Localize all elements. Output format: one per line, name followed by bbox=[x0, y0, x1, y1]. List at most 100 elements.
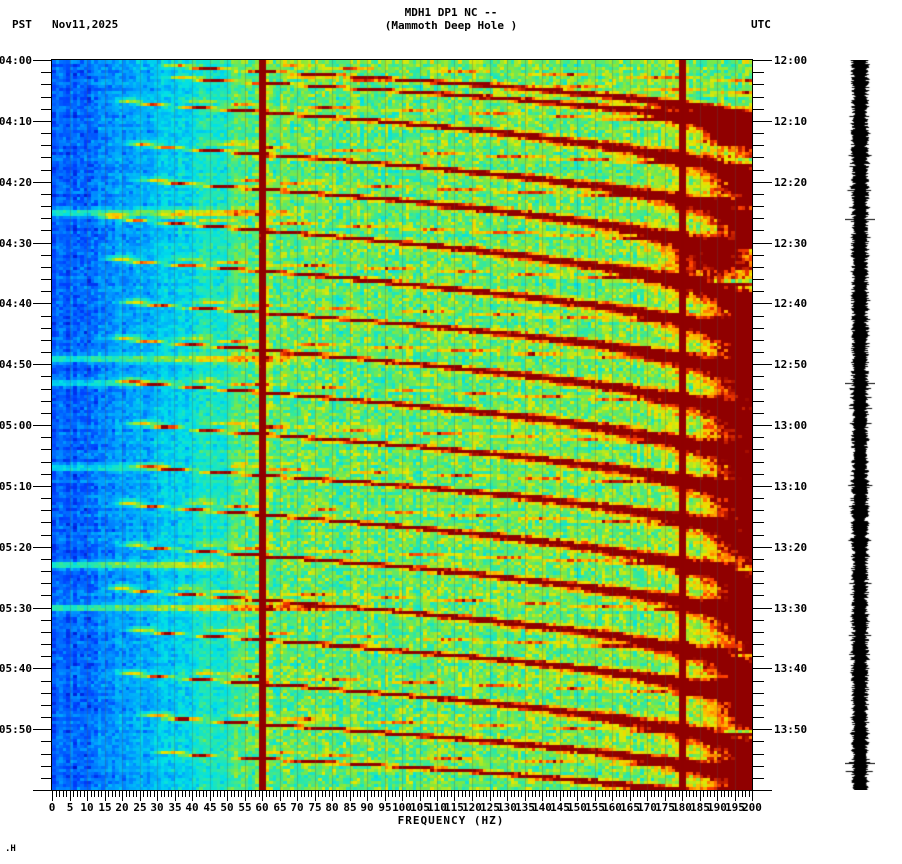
time-label-utc: 13:00 bbox=[774, 419, 808, 432]
time-tick-minor-right bbox=[753, 218, 764, 219]
time-label-utc: 12:10 bbox=[774, 115, 808, 128]
freq-tick-minor bbox=[686, 791, 687, 797]
freq-tick-minor bbox=[574, 791, 575, 797]
time-label-utc: 12:40 bbox=[774, 297, 808, 310]
time-tick-major-left bbox=[33, 729, 52, 730]
time-tick-minor-right bbox=[753, 595, 764, 596]
freq-label: 135 bbox=[515, 801, 535, 814]
freq-tick-minor bbox=[59, 791, 60, 797]
freq-tick-major bbox=[315, 791, 316, 801]
time-tick-minor-left bbox=[41, 170, 52, 171]
freq-tick-minor bbox=[430, 791, 431, 797]
freq-tick-minor bbox=[203, 791, 204, 797]
freq-tick-major bbox=[87, 791, 88, 801]
freq-tick-minor bbox=[129, 791, 130, 797]
freq-tick-minor bbox=[539, 791, 540, 797]
freq-tick-minor bbox=[644, 791, 645, 797]
time-tick-minor-left bbox=[41, 267, 52, 268]
time-tick-minor-left bbox=[41, 376, 52, 377]
freq-tick-major bbox=[297, 791, 298, 801]
time-tick-minor-right bbox=[753, 644, 764, 645]
time-tick-major-left bbox=[33, 364, 52, 365]
time-label-pst: 05:40 bbox=[0, 662, 32, 675]
freq-tick-minor bbox=[721, 791, 722, 797]
freq-tick-minor bbox=[553, 791, 554, 797]
freq-tick-minor bbox=[658, 791, 659, 797]
time-label-pst: 05:10 bbox=[0, 480, 32, 493]
time-tick-major-right bbox=[753, 729, 772, 730]
spectrogram-plot[interactable] bbox=[52, 60, 752, 790]
freq-tick-minor bbox=[416, 791, 417, 797]
freq-tick-major bbox=[245, 791, 246, 801]
time-tick-minor-right bbox=[753, 401, 764, 402]
freq-tick-minor bbox=[423, 791, 424, 797]
time-tick-minor-left bbox=[41, 681, 52, 682]
freq-tick-minor bbox=[679, 791, 680, 797]
freq-label: 50 bbox=[220, 801, 234, 814]
time-tick-minor-right bbox=[753, 291, 764, 292]
freq-tick-minor bbox=[224, 791, 225, 797]
freq-tick-minor bbox=[255, 791, 256, 797]
time-tick-minor-left bbox=[41, 766, 52, 767]
time-tick-major-left bbox=[33, 486, 52, 487]
time-tick-minor-left bbox=[41, 389, 52, 390]
freq-tick-minor bbox=[675, 791, 676, 797]
freq-label: 165 bbox=[620, 801, 640, 814]
time-tick-minor-left bbox=[41, 462, 52, 463]
freq-tick-minor bbox=[220, 791, 221, 797]
time-tick-minor-right bbox=[753, 498, 764, 499]
freq-tick-minor bbox=[399, 791, 400, 797]
time-tick-minor-right bbox=[753, 133, 764, 134]
time-tick-minor-right bbox=[753, 340, 764, 341]
freq-tick-minor bbox=[119, 791, 120, 797]
time-tick-minor-right bbox=[753, 778, 764, 779]
plot-frame-top bbox=[52, 59, 753, 60]
time-tick-minor-right bbox=[753, 754, 764, 755]
time-tick-minor-right bbox=[753, 84, 764, 85]
time-tick-minor-right bbox=[753, 352, 764, 353]
freq-label: 180 bbox=[672, 801, 692, 814]
time-tick-minor-right bbox=[753, 389, 764, 390]
freq-tick-minor bbox=[290, 791, 291, 797]
freq-tick-minor bbox=[234, 791, 235, 797]
freq-tick-minor bbox=[171, 791, 172, 797]
freq-tick-minor bbox=[248, 791, 249, 797]
freq-tick-minor bbox=[164, 791, 165, 797]
freq-tick-minor bbox=[409, 791, 410, 797]
time-tick-minor-right bbox=[753, 741, 764, 742]
freq-tick-major bbox=[612, 791, 613, 801]
freq-tick-major bbox=[367, 791, 368, 801]
freq-tick-minor bbox=[115, 791, 116, 797]
freq-tick-major bbox=[122, 791, 123, 801]
freq-tick-major bbox=[472, 791, 473, 801]
freq-tick-major bbox=[420, 791, 421, 801]
freq-label: 80 bbox=[325, 801, 339, 814]
freq-label: 30 bbox=[150, 801, 164, 814]
time-tick-minor-right bbox=[753, 522, 764, 523]
freq-tick-minor bbox=[206, 791, 207, 797]
time-tick-major-left bbox=[33, 547, 52, 548]
freq-tick-minor bbox=[549, 791, 550, 797]
time-label-pst: 04:30 bbox=[0, 237, 32, 250]
freq-tick-major bbox=[175, 791, 176, 801]
freq-tick-major bbox=[210, 791, 211, 801]
time-label-pst: 04:00 bbox=[0, 54, 32, 67]
freq-tick-minor bbox=[199, 791, 200, 797]
time-tick-minor-left bbox=[41, 656, 52, 657]
freq-tick-major bbox=[752, 791, 753, 801]
freq-tick-minor bbox=[178, 791, 179, 797]
freq-tick-minor bbox=[112, 791, 113, 797]
freq-tick-minor bbox=[378, 791, 379, 797]
time-tick-major-left bbox=[33, 243, 52, 244]
time-tick-minor-left bbox=[41, 218, 52, 219]
time-tick-minor-right bbox=[753, 437, 764, 438]
time-label-pst: 04:10 bbox=[0, 115, 32, 128]
freq-tick-major bbox=[192, 791, 193, 801]
freq-tick-minor bbox=[689, 791, 690, 797]
freq-tick-minor bbox=[329, 791, 330, 797]
freq-label: 85 bbox=[343, 801, 357, 814]
time-tick-minor-left bbox=[41, 717, 52, 718]
freq-tick-minor bbox=[462, 791, 463, 797]
time-tick-minor-right bbox=[753, 559, 764, 560]
freq-tick-minor bbox=[535, 791, 536, 797]
